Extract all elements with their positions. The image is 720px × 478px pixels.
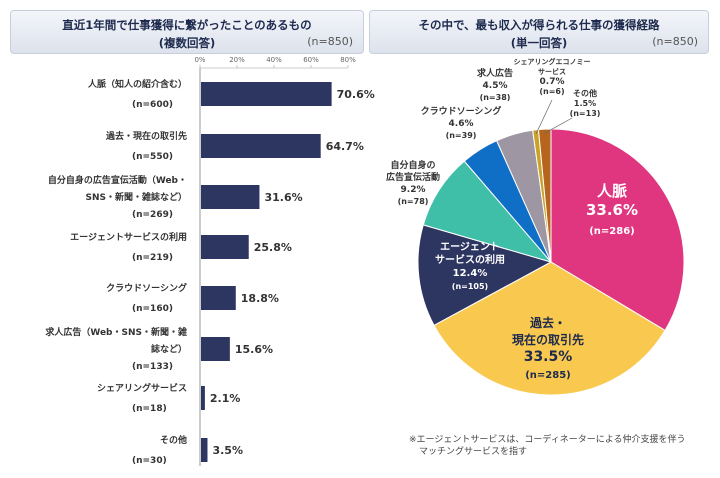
- pie-slice-label: 0.7%: [540, 77, 565, 87]
- bar-category-label: (n=269): [132, 210, 173, 220]
- bar-category-label: (n=219): [132, 253, 173, 263]
- pie-slice-label: 求人広告: [477, 67, 513, 79]
- pie-slice-label: シェアリングエコノミー: [514, 57, 591, 66]
- x-tick-label: 0%: [194, 56, 205, 64]
- pie-slice: [433, 261, 666, 396]
- bar-category-label: (n=30): [132, 456, 167, 466]
- bar: [201, 185, 260, 209]
- pie-slice-label: 12.4%: [453, 268, 488, 279]
- pie-slice-label: その他: [573, 88, 597, 98]
- bar-value-label: 3.5%: [212, 444, 243, 457]
- pie-slice-label: (n=6): [539, 87, 564, 96]
- pie-slice-label: 過去・: [529, 315, 566, 330]
- bar: [201, 438, 208, 462]
- left-panel-header: 直近1年間で仕事獲得に繋がったことのあるもの (複数回答) (n=850): [10, 10, 364, 54]
- pie-slice-label: サービス: [538, 67, 566, 76]
- right-panel-sample-size: (n=850): [652, 35, 698, 48]
- pie-leader-line: [535, 99, 553, 135]
- bar: [201, 235, 249, 259]
- x-tick-label: 40%: [266, 56, 282, 64]
- left-panel-subtitle: (複数回答): [158, 36, 216, 50]
- bar-category-label: (n=600): [132, 100, 173, 110]
- bar-category-label: (n=133): [132, 362, 173, 372]
- bar: [201, 82, 332, 106]
- pie-slice-label: エージェント: [440, 241, 500, 253]
- bar: [201, 134, 321, 158]
- x-tick-label: 20%: [229, 56, 245, 64]
- bar-category-label: 求人広告（Web・SNS・新聞・雑: [45, 326, 187, 338]
- bar-category-label: 自分自身の広告宣伝活動（Web・: [48, 174, 187, 186]
- right-panel-title: その中で、最も収入が得られる仕事の獲得経路: [418, 18, 660, 32]
- bar-category-label: エージェントサービスの利用: [70, 231, 187, 243]
- pie-slice-label: (n=105): [452, 282, 488, 291]
- bar-category-label: SNS・新聞・雑誌など）: [86, 191, 188, 203]
- pie-slice-label: サービスの利用: [435, 253, 505, 266]
- bar-category-label: 過去・現在の取引先: [105, 130, 187, 142]
- pie-slice-label: 自分自身の: [390, 159, 435, 171]
- pie-slice: [550, 128, 685, 332]
- pie-slice-label: 33.5%: [524, 349, 573, 365]
- bar: [201, 286, 236, 310]
- pie-slice-label: (n=13): [570, 109, 601, 118]
- bar-category-label: (n=160): [132, 304, 173, 314]
- pie-slice-label: クラウドソーシング: [421, 105, 502, 117]
- bar-category-label: (n=550): [132, 152, 173, 162]
- bar-value-label: 70.6%: [337, 88, 375, 101]
- bar-category-label: (n=18): [132, 404, 167, 414]
- bar-category-label: 誌など）: [151, 343, 187, 355]
- pie-leader-line: [544, 117, 573, 134]
- pie-slice-label: 4.6%: [449, 119, 474, 129]
- right-panel-header: その中で、最も収入が得られる仕事の獲得経路 (単一回答) (n=850): [369, 10, 709, 54]
- bar-value-label: 25.8%: [254, 241, 292, 254]
- left-panel-sample-size: (n=850): [307, 35, 353, 48]
- bar-value-label: 15.6%: [235, 343, 273, 356]
- bar-value-label: 64.7%: [326, 140, 364, 153]
- pie-slice-label: 1.5%: [574, 99, 596, 108]
- x-tick-label: 60%: [303, 56, 319, 64]
- footnote: ※エージェントサービスは、コーディネーターによる仲介支援を伴う マッチングサービ…: [409, 434, 685, 458]
- x-tick-label: 80%: [340, 56, 356, 64]
- bar: [201, 386, 205, 410]
- right-panel-subtitle: (単一回答): [510, 36, 568, 50]
- bar-value-label: 31.6%: [264, 191, 302, 204]
- pie-slice-label: 現在の取引先: [512, 332, 584, 347]
- bar: [201, 337, 230, 361]
- footnote-line-1: ※エージェントサービスは、コーディネーターによる仲介支援を伴う: [409, 435, 686, 445]
- bar-category-label: その他: [160, 434, 187, 446]
- pie-slice-label: (n=286): [589, 226, 635, 237]
- pie-slice: [537, 128, 552, 263]
- bar-category-label: 人脈（知人の紹介含む）: [87, 78, 187, 90]
- pie-slice-label: (n=78): [398, 197, 429, 206]
- pie-slice-label: 広告宣伝活動: [386, 171, 440, 183]
- footnote-line-2: マッチングサービスを指す: [419, 447, 528, 457]
- pie-slice-label: 33.6%: [586, 201, 638, 219]
- pie-slice-label: (n=39): [446, 131, 477, 140]
- pie-slice: [417, 224, 553, 327]
- pie-slice-label: (n=38): [480, 93, 511, 102]
- bar-category-label: クラウドソーシング: [106, 282, 187, 294]
- pie-slice-label: 9.2%: [401, 185, 426, 195]
- pie-slice-label: 人脈: [597, 182, 627, 200]
- left-panel-title: 直近1年間で仕事獲得に繋がったことのあるもの: [62, 18, 312, 32]
- pie-slice-label: (n=285): [525, 370, 571, 381]
- bar-value-label: 2.1%: [210, 392, 241, 405]
- bar-value-label: 18.8%: [241, 292, 279, 305]
- pie-slice-label: 4.5%: [483, 81, 508, 91]
- bar-category-label: シェアリングサービス: [97, 382, 187, 394]
